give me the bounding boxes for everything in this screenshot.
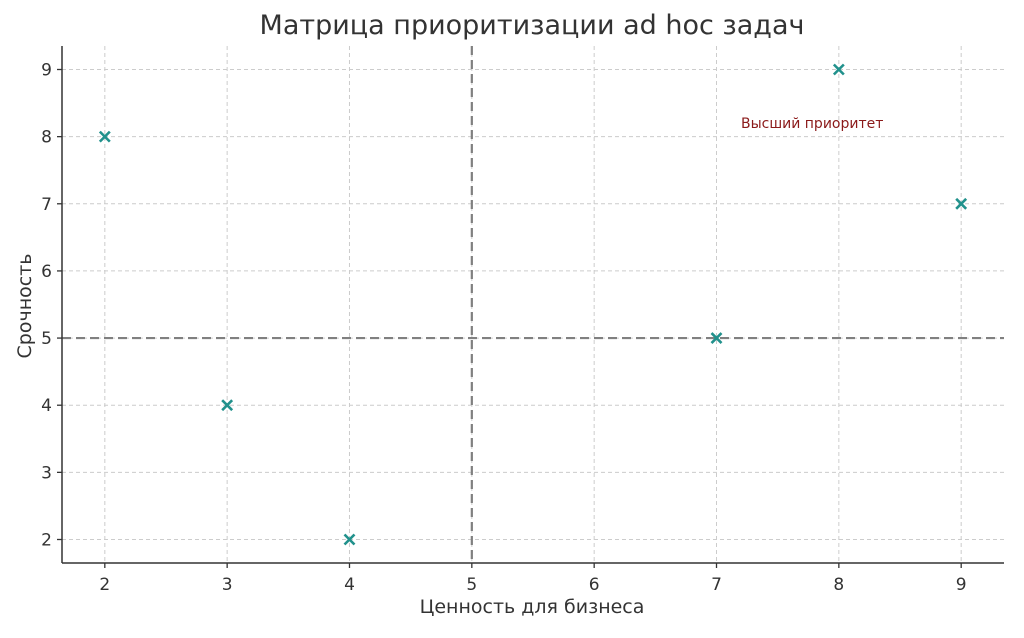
axes (61, 46, 1004, 564)
x-tick-label: 4 (344, 575, 355, 595)
y-tick-label: 9 (41, 61, 52, 81)
threshold-lines (62, 46, 1004, 563)
annotation-label: Высший приоритет (741, 116, 883, 132)
data-point-stroke (832, 63, 845, 76)
y-tick-label: 8 (41, 128, 52, 148)
data-point (710, 332, 723, 344)
data-point (832, 63, 845, 76)
x-tick-label: 2 (99, 575, 110, 595)
data-point-stroke (343, 533, 356, 546)
y-tick-label: 5 (41, 329, 52, 349)
y-axis-label: Срочность (14, 254, 36, 359)
x-tick-label: 8 (833, 575, 844, 595)
data-point (98, 130, 111, 143)
x-tick-label: 9 (956, 575, 967, 595)
chart-title: Матрица приоритизации ad hoc задач (260, 10, 805, 41)
data-point-stroke (221, 399, 234, 412)
data-point-stroke (955, 197, 968, 210)
y-tick-label: 2 (41, 531, 52, 551)
data-point-stroke (98, 130, 111, 143)
data-point (343, 533, 356, 546)
data-point (221, 399, 234, 412)
x-axis-label: Ценность для бизнеса (420, 596, 645, 618)
data-points (98, 63, 968, 546)
x-tick-label: 5 (466, 575, 477, 595)
data-point (955, 197, 968, 210)
x-tick-label: 7 (711, 575, 722, 595)
y-tick-label: 3 (41, 463, 52, 483)
y-tick-label: 6 (41, 262, 52, 282)
ticks: 2 3 4 5 6 7 8 9 2 3 4 5 6 7 8 9 (41, 61, 966, 596)
annotations: Высший приоритет (741, 116, 883, 132)
data-point-stroke (710, 332, 723, 344)
y-tick-label: 7 (41, 195, 52, 215)
x-tick-label: 3 (222, 575, 233, 595)
y-tick-label: 4 (41, 396, 52, 416)
x-tick-label: 6 (589, 575, 600, 595)
